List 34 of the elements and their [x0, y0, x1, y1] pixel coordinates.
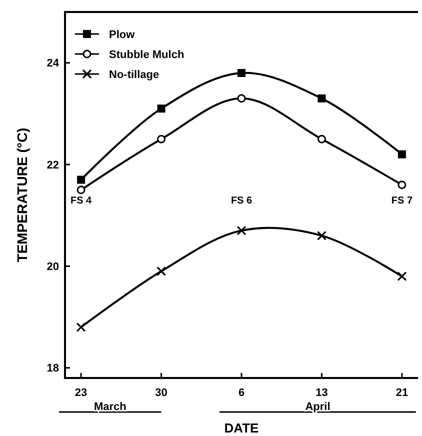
point	[316, 230, 327, 240]
point	[317, 134, 326, 144]
point	[398, 180, 406, 190]
point	[238, 69, 246, 77]
point	[76, 186, 86, 194]
point	[157, 104, 166, 113]
point	[397, 272, 407, 282]
x-tick-label: 6	[238, 387, 245, 399]
point	[318, 94, 326, 102]
legend-label: Plow	[109, 28, 136, 41]
x-tick-label: 13	[316, 387, 328, 399]
point	[76, 322, 86, 332]
point	[156, 266, 166, 276]
text: April	[305, 401, 330, 413]
legend-label: No-tillage	[109, 68, 160, 81]
x-axis-title: DATE	[224, 420, 260, 436]
y-axis-title: TEMPERATURE (°C)	[14, 128, 30, 262]
annotation: FS 7	[391, 196, 413, 206]
point	[237, 94, 246, 103]
y-tick-label: 22	[46, 159, 59, 172]
point	[157, 134, 166, 144]
y-tick-label: 18	[46, 362, 59, 375]
y-tick-label: 24	[46, 58, 60, 70]
x-tick-label: 30	[155, 387, 168, 399]
point	[236, 226, 246, 236]
annotation: FS 4	[70, 196, 92, 206]
legend-label: Stubble Mulch	[109, 48, 184, 61]
point	[77, 176, 86, 184]
y-tick-label: 20	[46, 261, 59, 274]
annotation: FS 6	[230, 196, 252, 206]
text: March	[94, 401, 127, 413]
point	[398, 150, 406, 158]
x-tick-label: 21	[396, 387, 408, 399]
x-tick-label: 23	[74, 387, 88, 399]
